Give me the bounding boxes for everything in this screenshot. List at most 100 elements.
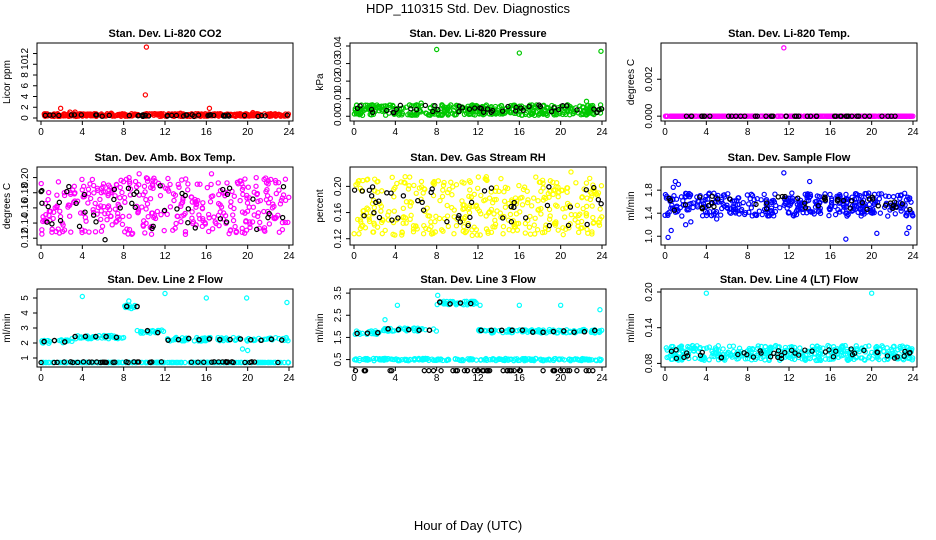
data-point bbox=[141, 183, 148, 190]
data-point bbox=[823, 113, 830, 119]
data-point bbox=[466, 106, 473, 112]
data-point bbox=[98, 216, 104, 223]
x-tick-label: 4 bbox=[80, 127, 86, 138]
data-point bbox=[353, 357, 360, 363]
data-point bbox=[826, 113, 832, 119]
data-point bbox=[424, 355, 431, 362]
data-point bbox=[100, 181, 107, 187]
data-point-outlier bbox=[868, 290, 875, 296]
data-point bbox=[280, 192, 287, 198]
data-point bbox=[802, 205, 809, 211]
x-tick-label: 24 bbox=[283, 373, 295, 384]
data-point bbox=[757, 348, 763, 354]
data-point bbox=[399, 232, 405, 238]
data-point bbox=[283, 334, 289, 341]
data-point bbox=[447, 301, 453, 307]
data-point bbox=[689, 342, 696, 349]
data-point bbox=[890, 113, 896, 119]
data-point bbox=[113, 334, 120, 341]
data-point bbox=[378, 203, 385, 210]
data-point bbox=[777, 205, 783, 211]
data-point bbox=[179, 190, 185, 197]
data-point bbox=[524, 199, 531, 206]
data-point bbox=[157, 192, 164, 199]
data-point bbox=[507, 109, 514, 116]
data-point bbox=[223, 219, 230, 225]
data-point bbox=[51, 337, 58, 344]
x-tick-label: 8 bbox=[121, 127, 127, 138]
data-point bbox=[368, 106, 375, 113]
data-point bbox=[717, 212, 724, 218]
data-point bbox=[205, 112, 211, 119]
data-point bbox=[148, 231, 155, 237]
data-point bbox=[483, 176, 489, 183]
data-point bbox=[418, 109, 424, 115]
x-tick-label: 4 bbox=[393, 251, 399, 262]
data-point-outlier bbox=[244, 347, 251, 354]
data-point bbox=[170, 191, 177, 197]
data-point bbox=[61, 192, 68, 199]
data-point bbox=[590, 214, 596, 221]
data-point bbox=[197, 181, 203, 187]
data-point bbox=[907, 206, 913, 213]
data-point bbox=[802, 347, 808, 353]
data-point bbox=[77, 335, 83, 341]
data-point bbox=[540, 185, 546, 191]
data-point bbox=[858, 194, 865, 200]
data-point bbox=[892, 211, 898, 217]
data-point bbox=[149, 359, 155, 365]
data-point bbox=[866, 113, 873, 119]
data-point bbox=[498, 327, 505, 334]
data-point bbox=[560, 328, 567, 334]
data-point bbox=[699, 113, 705, 119]
data-point bbox=[61, 227, 68, 233]
data-point bbox=[427, 105, 434, 111]
data-point bbox=[232, 113, 239, 119]
data-point bbox=[535, 198, 541, 204]
data-point bbox=[45, 189, 52, 196]
data-point bbox=[250, 196, 256, 202]
data-point bbox=[532, 231, 538, 237]
data-point bbox=[366, 218, 373, 225]
data-point bbox=[285, 111, 292, 117]
data-point bbox=[390, 231, 396, 238]
data-point bbox=[119, 335, 125, 341]
data-point bbox=[361, 107, 367, 113]
data-point bbox=[902, 202, 908, 208]
data-point bbox=[41, 338, 47, 345]
data-point bbox=[516, 367, 523, 374]
data-point bbox=[540, 111, 547, 117]
data-point bbox=[353, 328, 360, 334]
data-point bbox=[277, 201, 284, 207]
x-tick-label: 4 bbox=[80, 251, 86, 262]
y-tick-label: 8 bbox=[20, 72, 31, 78]
data-point bbox=[590, 220, 596, 226]
data-point bbox=[219, 336, 225, 342]
data-point bbox=[486, 367, 493, 374]
data-point bbox=[385, 217, 392, 223]
data-point bbox=[149, 181, 156, 187]
data-point-outlier bbox=[806, 178, 813, 185]
data-point bbox=[49, 221, 55, 227]
data-point bbox=[830, 344, 837, 350]
data-point bbox=[706, 344, 713, 350]
data-point bbox=[481, 367, 487, 374]
data-point bbox=[791, 356, 798, 363]
data-point bbox=[139, 204, 145, 210]
data-point bbox=[39, 200, 45, 206]
data-point bbox=[268, 359, 274, 366]
data-point bbox=[426, 367, 432, 374]
data-point bbox=[595, 219, 602, 226]
data-point bbox=[111, 186, 118, 193]
data-point bbox=[484, 357, 490, 364]
data-point bbox=[674, 203, 680, 209]
data-point bbox=[444, 213, 451, 219]
y-tick-label: 4 bbox=[20, 310, 31, 316]
data-point bbox=[508, 329, 515, 336]
y-tick-label: 0.002 bbox=[644, 66, 655, 91]
data-point bbox=[460, 228, 466, 234]
data-point bbox=[804, 113, 811, 119]
data-point bbox=[559, 187, 566, 194]
data-point bbox=[725, 113, 732, 119]
data-point-outlier bbox=[126, 298, 132, 304]
